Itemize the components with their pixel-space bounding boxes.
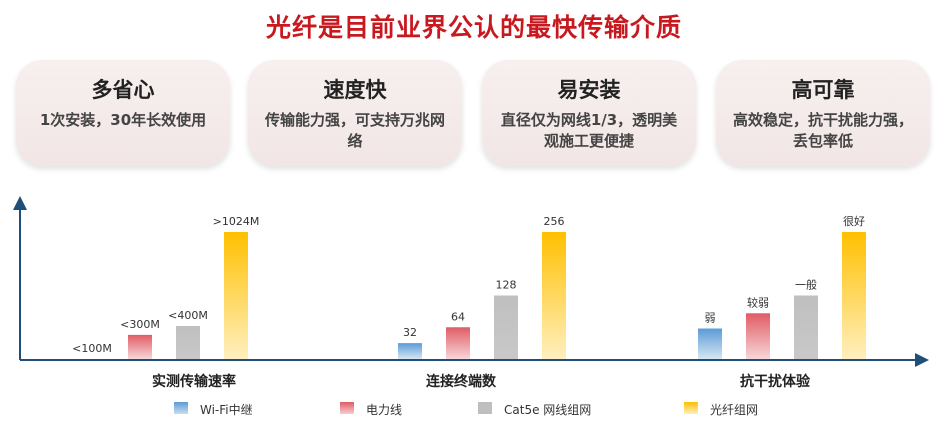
card-description: 传输能力强，可支持万兆网络 bbox=[264, 111, 445, 150]
page-title: 光纤是目前业界公认的最快传输介质 bbox=[265, 13, 682, 42]
bar-interference-4 bbox=[842, 232, 866, 359]
bar-rate-3 bbox=[176, 325, 200, 359]
data-label-terminals-1: 32 bbox=[403, 326, 417, 339]
feature-card-fast: 速度快 传输能力强，可支持万兆网络 bbox=[248, 60, 462, 166]
feature-card-worry-free: 多省心 1次安装，30年长效使用 bbox=[16, 60, 230, 166]
card-description: 直径仅为网线1/3，透明美观施工更便捷 bbox=[500, 111, 678, 150]
legend-swatch bbox=[174, 402, 188, 414]
bar-interference-1 bbox=[698, 328, 722, 359]
legend-swatch bbox=[478, 402, 492, 414]
data-label-rate-3: <400M bbox=[168, 309, 208, 322]
legend-swatch bbox=[340, 402, 354, 414]
card-title: 速度快 bbox=[323, 78, 387, 102]
legend-label: Cat5e 网线组网 bbox=[504, 403, 592, 417]
bar-rate-4 bbox=[224, 232, 248, 359]
card-title: 多省心 bbox=[91, 78, 155, 102]
bar-terminals-4 bbox=[542, 232, 566, 359]
legend-label: 光纤组网 bbox=[710, 403, 759, 417]
bar-terminals-1 bbox=[398, 343, 422, 359]
legend-label: 电力线 bbox=[366, 403, 403, 417]
feature-card-reliable: 高可靠 高效稳定，抗干扰能力强，丢包率低 bbox=[716, 60, 930, 166]
data-label-terminals-2: 64 bbox=[451, 310, 465, 323]
card-title: 易安装 bbox=[557, 78, 621, 102]
category-label-rate: 实测传输速率 bbox=[152, 373, 236, 390]
category-label-terminals: 连接终端数 bbox=[426, 373, 497, 390]
data-label-rate-1: <100M bbox=[72, 342, 112, 355]
bar-terminals-2 bbox=[446, 327, 470, 359]
card-description: 1次安装，30年长效使用 bbox=[39, 111, 207, 129]
card-description: 高效稳定，抗干扰能力强，丢包率低 bbox=[732, 111, 913, 150]
data-label-terminals-3: 128 bbox=[496, 279, 517, 292]
data-label-interference-3: 一般 bbox=[795, 279, 817, 292]
data-label-interference-2: 较弱 bbox=[747, 295, 769, 309]
data-label-rate-2: <300M bbox=[120, 318, 160, 331]
bar-rate-2 bbox=[128, 334, 152, 359]
feature-card-easy-install: 易安装 直径仅为网线1/3，透明美观施工更便捷 bbox=[482, 60, 696, 166]
bar-terminals-3 bbox=[494, 295, 518, 359]
bar-interference-2 bbox=[746, 313, 770, 359]
category-label-interference: 抗干扰体验 bbox=[740, 373, 811, 390]
bar-interference-3 bbox=[794, 295, 818, 359]
data-label-interference-1: 弱 bbox=[705, 312, 716, 325]
legend-swatch bbox=[684, 402, 698, 414]
data-label-terminals-4: 256 bbox=[544, 215, 565, 228]
legend-label: Wi-Fi中继 bbox=[200, 403, 253, 417]
data-label-rate-4: >1024M bbox=[213, 215, 260, 228]
card-title: 高可靠 bbox=[791, 78, 855, 102]
data-label-interference-4: 很好 bbox=[843, 214, 865, 228]
